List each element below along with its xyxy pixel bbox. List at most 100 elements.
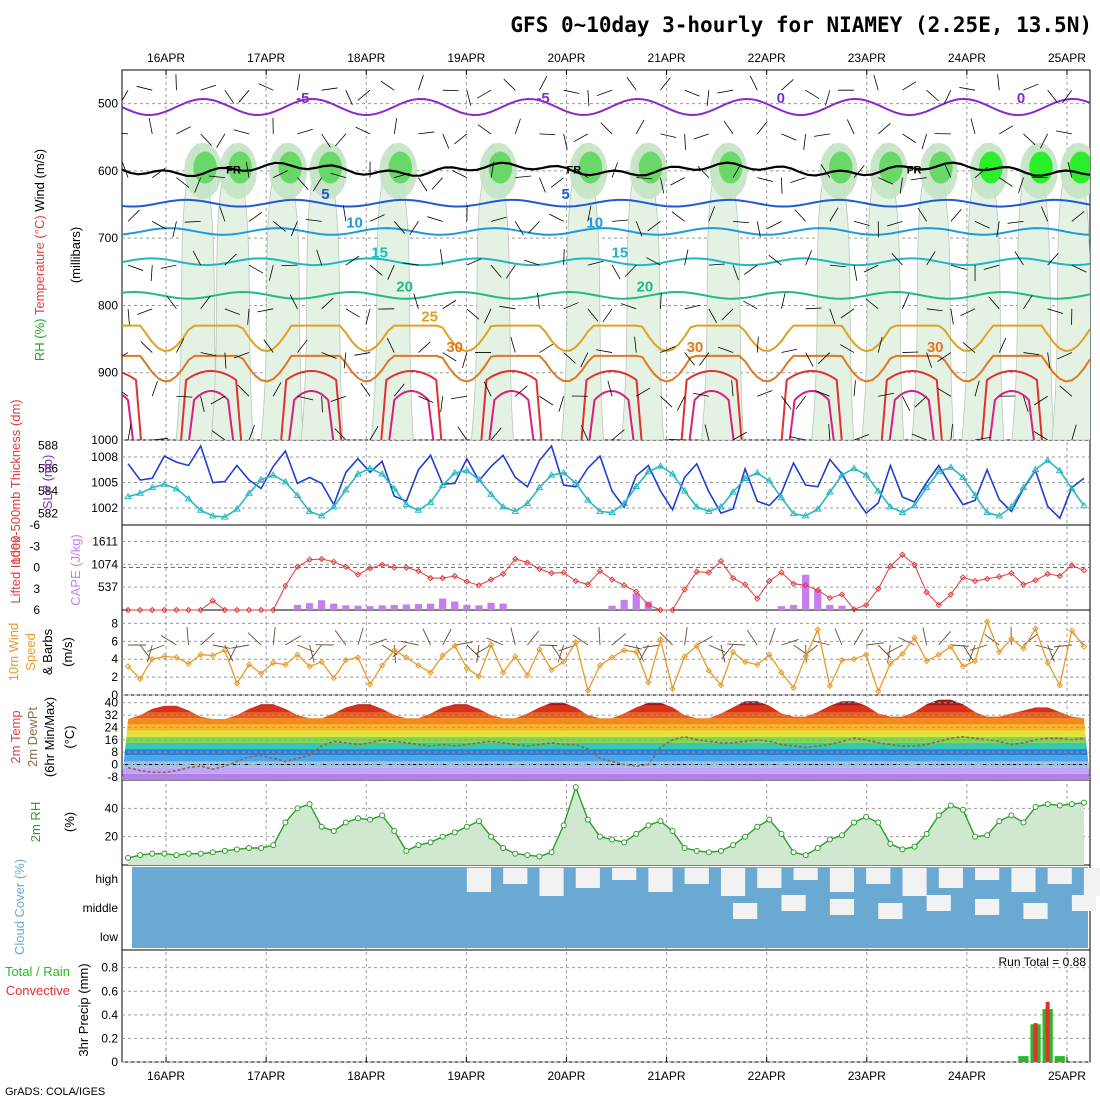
wind-barb xyxy=(122,391,129,397)
wind-speed-point xyxy=(282,661,289,668)
rh-shading: FR FR FR -5 -5 0 0 5 5 10 10 15 15 20 20 25 30 30 30 xyxy=(122,90,1090,440)
cloud-gap xyxy=(733,903,758,919)
wind-10m-barb xyxy=(1050,644,1061,661)
pressure-tick-label: 600 xyxy=(98,164,118,178)
rh-point xyxy=(185,850,192,857)
isotherm-hot-contour xyxy=(188,390,235,440)
rh-point xyxy=(778,830,785,837)
temp-band xyxy=(122,767,1090,774)
thickness-point xyxy=(535,483,544,491)
cape-bar xyxy=(342,605,350,610)
wind-barb xyxy=(853,165,865,178)
rh-point xyxy=(1008,812,1015,819)
wind-barb xyxy=(902,133,917,143)
wind-10m-barb xyxy=(186,627,189,646)
wind-10m-barb xyxy=(727,643,746,646)
thickness-point xyxy=(220,513,229,520)
thickness-point xyxy=(438,481,447,488)
wind-barb xyxy=(466,90,472,106)
wind-barb xyxy=(127,264,144,271)
wind-10m-barb xyxy=(285,635,302,646)
rh-point xyxy=(463,823,470,830)
wind-speed-point xyxy=(814,626,821,633)
wind-barb xyxy=(732,264,739,281)
wind-barb xyxy=(257,308,274,313)
lifted-index-point xyxy=(584,581,592,588)
cloud-gap xyxy=(1083,868,1100,896)
lifted-index-point xyxy=(693,568,700,575)
thickness-point xyxy=(293,491,302,499)
wind-barb xyxy=(611,162,618,178)
cape-bar xyxy=(366,606,374,610)
day-label-top: 18APR xyxy=(347,51,385,65)
isotherm-hot-contour xyxy=(180,370,243,440)
cloud-gap xyxy=(575,868,600,888)
chart-title: GFS 0~10day 3-hourly for NIAMEY (2.25E, … xyxy=(510,13,1092,37)
thickness-point xyxy=(801,511,810,519)
lifted-index-point xyxy=(862,601,870,609)
wind-barb xyxy=(321,87,338,91)
wind-barb xyxy=(537,292,540,309)
thickness-point xyxy=(741,474,750,482)
wind-barb xyxy=(563,352,576,364)
wind-speed-point xyxy=(741,658,749,666)
li-tick-label: -6 xyxy=(29,518,40,532)
wind-barb xyxy=(846,119,855,135)
footer-credit: GrADS: COLA/IGES xyxy=(5,1086,105,1098)
wind-barb xyxy=(891,252,903,266)
wind-speed-point xyxy=(790,684,797,692)
isotherm-label: 10 xyxy=(346,214,363,231)
wind-10m-barb xyxy=(639,644,649,661)
rh-point xyxy=(1056,802,1063,809)
wind-barb xyxy=(620,303,637,310)
isotherm-hot-contour xyxy=(688,390,735,440)
day-label-bottom: 23APR xyxy=(848,1069,886,1083)
wind-10m-barb xyxy=(369,638,388,646)
wind-barb xyxy=(224,308,240,315)
wind-barb xyxy=(877,336,883,353)
temp-tick-label: 24 xyxy=(105,720,119,734)
rh-point xyxy=(766,816,773,823)
wind-barb xyxy=(148,118,153,134)
temp-tick-label: 16 xyxy=(105,733,119,747)
wind-barb xyxy=(176,395,193,398)
wind-tick-label: 4 xyxy=(111,652,118,666)
freezing-level-label: FR xyxy=(907,165,922,177)
wind-barb xyxy=(442,352,457,362)
wind-barb xyxy=(272,221,286,232)
wind-barb xyxy=(563,249,565,266)
rh-core xyxy=(278,151,302,184)
temp-band xyxy=(122,730,1090,737)
thickness-tick-label: 586 xyxy=(38,461,58,475)
cape-ylabel: CAPE (J/kg) xyxy=(68,534,83,606)
wind-barb xyxy=(853,380,856,397)
temp-band xyxy=(122,749,1090,756)
freezing-level-label: FR xyxy=(566,165,581,177)
wind-barb xyxy=(216,133,226,148)
wind-speed-point xyxy=(270,659,277,666)
wind-barb xyxy=(670,177,685,186)
thickness-point xyxy=(1019,483,1028,491)
wind-barb xyxy=(902,396,911,411)
wind-speed-point xyxy=(1068,627,1076,634)
isotherm-hot-contour xyxy=(988,390,1035,440)
wind-speed-point xyxy=(996,648,1003,656)
thickness-point xyxy=(245,489,253,496)
thickness-point xyxy=(789,509,798,517)
wind-barb xyxy=(626,77,637,91)
wind-10m-barb xyxy=(357,627,364,646)
temp-unit: (°C) xyxy=(62,725,77,748)
lifted-index-point xyxy=(729,574,737,582)
rh-point xyxy=(1020,819,1027,826)
wind-barb xyxy=(409,221,419,236)
wind-barb xyxy=(721,308,734,321)
wind-barb xyxy=(600,122,613,135)
lifted-index-point xyxy=(1068,562,1076,569)
rh-point xyxy=(947,802,954,809)
isotherm-hot-contour xyxy=(122,393,134,440)
wind-barb xyxy=(172,221,177,238)
thickness-series xyxy=(124,456,1088,520)
day-label-top: 23APR xyxy=(848,51,886,65)
wind-barb xyxy=(462,352,468,369)
lifted-index-point xyxy=(233,606,241,614)
